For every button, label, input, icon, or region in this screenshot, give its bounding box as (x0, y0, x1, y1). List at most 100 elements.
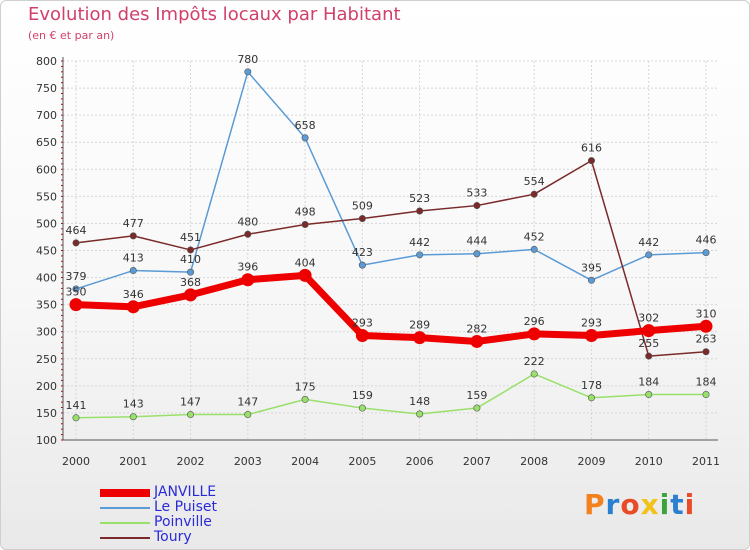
y-tick-label: 100 (36, 434, 57, 447)
chart-subtitle: (en € et par an) (28, 29, 115, 42)
legend-swatch (100, 488, 150, 497)
legend-swatch (100, 536, 150, 539)
data-label: 147 (180, 396, 201, 409)
y-tick-label: 550 (36, 190, 57, 203)
data-label: 423 (352, 246, 373, 259)
data-label: 346 (123, 288, 144, 301)
data-label: 533 (466, 187, 487, 200)
data-point (184, 288, 198, 302)
data-point (358, 261, 366, 269)
data-label: 404 (295, 256, 316, 269)
logo-letter: t (670, 488, 685, 521)
data-label: 658 (295, 119, 316, 132)
series-line-toury (75, 159, 707, 357)
data-label: 178 (581, 379, 602, 392)
data-point (355, 329, 369, 343)
logo-letter: r (605, 488, 621, 521)
data-point (702, 391, 710, 399)
logo-letter: x (640, 488, 660, 521)
data-label: 263 (696, 333, 717, 346)
data-label: 413 (123, 252, 144, 265)
data-label: 464 (66, 224, 87, 237)
data-point (358, 404, 366, 412)
data-label: 451 (180, 231, 201, 244)
data-point (587, 157, 595, 165)
data-label: 498 (295, 206, 316, 219)
data-label: 159 (466, 389, 487, 402)
data-label: 293 (581, 317, 602, 330)
chart-title: Evolution des Impôts locaux par Habitant (28, 4, 401, 25)
data-label: 255 (638, 337, 659, 350)
data-point (301, 395, 309, 403)
x-tick-label: 2005 (348, 455, 376, 468)
legend-label: Toury (154, 529, 192, 545)
legend-label: Poinville (154, 514, 212, 530)
data-point (645, 391, 653, 399)
data-point (702, 348, 710, 356)
y-tick-label: 450 (36, 245, 57, 258)
data-label: 509 (352, 200, 373, 213)
legend-swatch (100, 506, 150, 509)
legend-item: Poinville (100, 515, 217, 530)
data-point (587, 276, 595, 284)
data-label: 616 (581, 142, 602, 155)
logo-letter: o (620, 488, 641, 521)
data-point (699, 319, 713, 333)
data-label: 293 (352, 317, 373, 330)
data-point (473, 404, 481, 412)
logo-letter: i (684, 488, 696, 521)
legend-label: Le Puiset (154, 499, 217, 515)
x-tick-label: 2009 (577, 455, 605, 468)
data-point (645, 352, 653, 360)
data-point (358, 215, 366, 223)
data-point (244, 411, 252, 419)
x-tick-label: 2006 (406, 455, 434, 468)
data-label: 184 (638, 376, 659, 389)
logo-letter: i (659, 488, 671, 521)
data-label: 289 (409, 319, 430, 332)
data-point (129, 413, 137, 421)
data-label: 452 (524, 230, 545, 243)
data-label: 159 (352, 389, 373, 402)
data-label: 310 (696, 307, 717, 320)
x-tick-label: 2004 (291, 455, 319, 468)
data-point (187, 246, 195, 254)
data-point (72, 285, 80, 293)
data-label: 396 (237, 261, 258, 274)
data-point (72, 239, 80, 247)
data-point (527, 327, 541, 341)
data-label: 780 (237, 53, 258, 66)
data-point (530, 190, 538, 198)
y-tick-label: 600 (36, 163, 57, 176)
data-point (416, 410, 424, 418)
data-point (187, 268, 195, 276)
x-tick-label: 2001 (119, 455, 147, 468)
data-label: 442 (409, 236, 430, 249)
data-label: 554 (524, 175, 545, 188)
data-point (72, 414, 80, 422)
series-line-poinville (75, 373, 706, 419)
data-point (702, 249, 710, 257)
data-point (244, 68, 252, 76)
series-line-le-puiset (75, 71, 707, 290)
data-point (413, 331, 427, 345)
y-tick-label: 800 (36, 55, 57, 68)
x-tick-label: 2007 (463, 455, 491, 468)
data-point (470, 334, 484, 348)
data-label: 523 (409, 192, 430, 205)
data-point (530, 245, 538, 253)
data-label: 282 (466, 322, 487, 335)
x-tick-label: 2011 (692, 455, 720, 468)
data-point (241, 273, 255, 287)
data-label: 350 (66, 286, 87, 299)
legend-swatch (100, 521, 150, 524)
data-label: 410 (180, 253, 201, 266)
data-label: 442 (638, 236, 659, 249)
x-tick-label: 2002 (177, 455, 205, 468)
data-point (129, 267, 137, 275)
y-tick-label: 500 (36, 217, 57, 230)
data-point (126, 300, 140, 314)
data-label: 175 (295, 380, 316, 393)
x-tick-label: 2000 (62, 455, 90, 468)
